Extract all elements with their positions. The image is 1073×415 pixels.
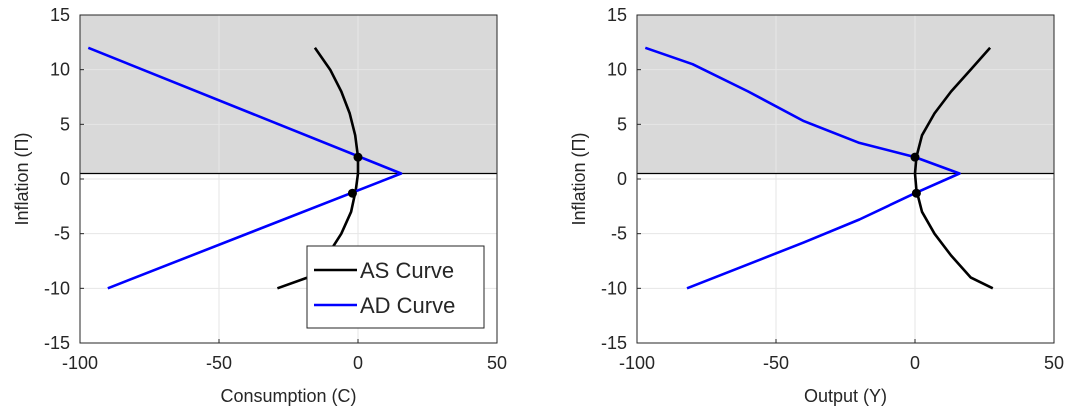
y-tick-label: -15 (601, 333, 627, 353)
as-curve-line (913, 46, 994, 290)
y-tick-label: -10 (601, 278, 627, 298)
x-tick-label: -50 (206, 353, 232, 373)
x-tick-label: 0 (353, 353, 363, 373)
legend: AS Curve AD Curve (306, 245, 485, 329)
y-tick-label: -5 (54, 224, 70, 244)
ad-curve-line (87, 46, 403, 290)
ad-curve-line (644, 46, 961, 290)
intersection-point (347, 188, 357, 198)
y-tick-label: 5 (60, 114, 70, 134)
x-tick-label: -100 (62, 353, 98, 373)
x-tick-label: 0 (910, 353, 920, 373)
y-tick-label: 5 (617, 114, 627, 134)
y-tick-label: 10 (50, 60, 70, 80)
y-tick-label: 0 (617, 169, 627, 189)
x-tick-label: 50 (1044, 353, 1064, 373)
y-axis-label: Inflation (Π) (12, 132, 32, 225)
intersection-point (910, 152, 920, 162)
x-axis-label: Output (Y) (804, 386, 887, 406)
y-tick-label: -5 (611, 224, 627, 244)
x-tick-label: -50 (763, 353, 789, 373)
y-tick-label: 0 (60, 169, 70, 189)
x-tick-label: -100 (619, 353, 655, 373)
y-tick-label: 15 (50, 5, 70, 25)
y-tick-label: 10 (607, 60, 627, 80)
x-axis-label: Consumption (C) (220, 386, 356, 406)
y-tick-label: -10 (44, 278, 70, 298)
y-tick-label: 15 (607, 5, 627, 25)
legend-box (306, 245, 485, 329)
y-axis-label: Inflation (Π) (569, 132, 589, 225)
legend-label: AS Curve (360, 258, 454, 283)
x-tick-label: 50 (487, 353, 507, 373)
shaded-region (637, 15, 1054, 174)
shaded-region (80, 15, 497, 174)
legend-label: AD Curve (360, 293, 455, 318)
intersection-point (353, 152, 363, 162)
intersection-point (911, 188, 921, 198)
y-tick-label: -15 (44, 333, 70, 353)
